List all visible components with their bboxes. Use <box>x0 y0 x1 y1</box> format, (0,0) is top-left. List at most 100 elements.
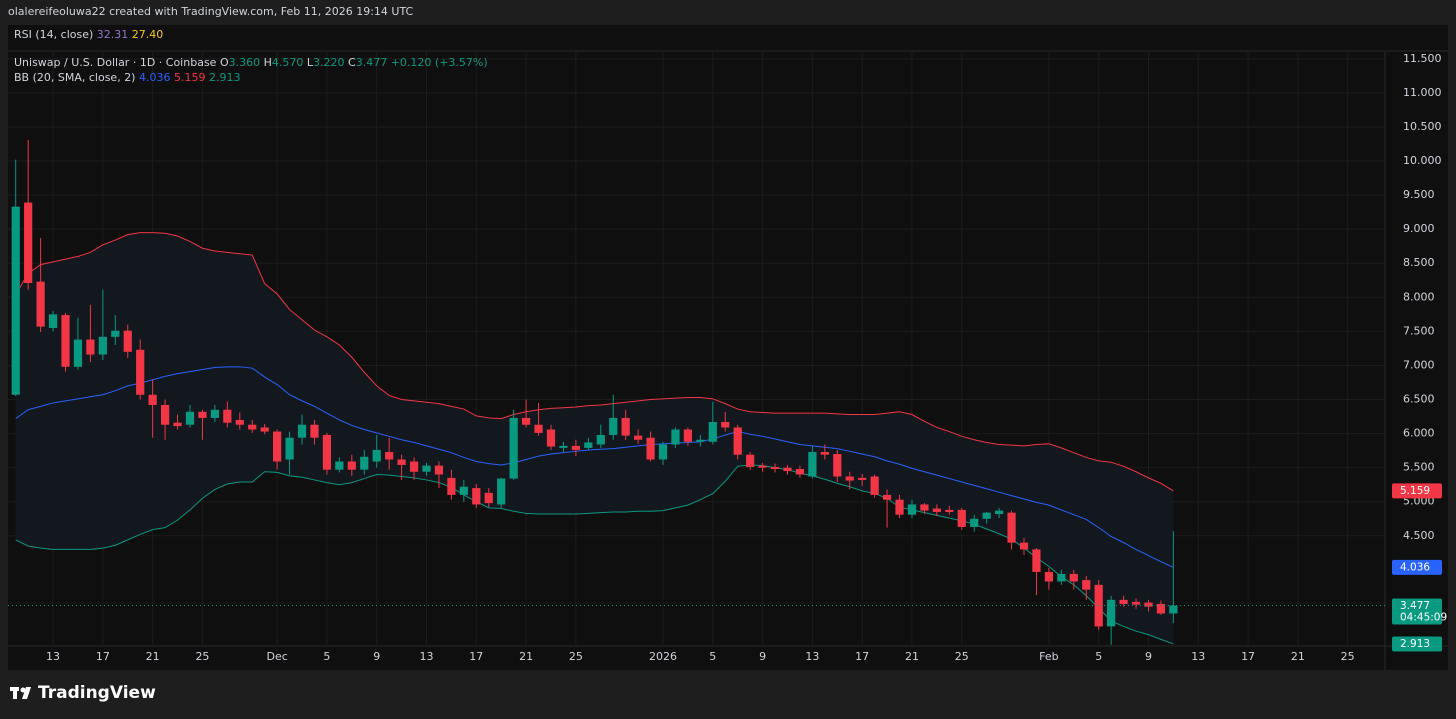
ohlc-value: 4.570 <box>272 56 304 69</box>
candle-body <box>223 409 232 423</box>
ohlc-label: O <box>220 56 229 69</box>
candle-body <box>484 492 493 504</box>
candle-body <box>584 442 593 448</box>
y-tick-label: 7.500 <box>1403 324 1435 337</box>
x-tick-label: Dec <box>266 650 287 663</box>
candle-body <box>658 444 668 460</box>
candle-body <box>982 512 991 519</box>
y-tick-label: 8.000 <box>1403 290 1435 303</box>
middle-band-box <box>1392 559 1442 575</box>
candle-body <box>1107 599 1116 627</box>
candle-body <box>123 330 132 352</box>
bb-label: BB (20, SMA, close, 2) <box>14 71 135 84</box>
y-tick-label: 10.500 <box>1403 120 1442 133</box>
candle-body <box>895 499 904 515</box>
x-tick-label: 13 <box>420 650 434 663</box>
countdown: 04:45:09 <box>1400 612 1447 624</box>
lower-band-label: 2.913 <box>1400 638 1430 650</box>
upper-band-label: 5.159 <box>1400 485 1430 497</box>
x-tick-label: 9 <box>759 650 766 663</box>
x-tick-label: 17 <box>96 650 110 663</box>
candle-body <box>596 434 605 445</box>
candle-body <box>235 419 244 425</box>
candle-body <box>273 431 282 462</box>
x-tick-label: 13 <box>1191 650 1205 663</box>
candle-body <box>422 465 431 472</box>
candle-body <box>546 429 556 447</box>
candle-body <box>870 476 879 495</box>
x-tick-label: 5 <box>323 650 330 663</box>
candle-body <box>472 488 481 505</box>
candle-body <box>385 451 394 460</box>
x-tick-label: 21 <box>146 650 160 663</box>
band-fill <box>15 232 1174 644</box>
candle-body <box>409 461 419 472</box>
bb-value: 2.913 <box>209 71 241 84</box>
rsi-legend: RSI (14, close) 32.31 27.40 <box>14 28 163 41</box>
x-tick-label: 9 <box>373 650 380 663</box>
logo-part <box>20 687 26 693</box>
y-tick-label: 8.500 <box>1403 256 1435 269</box>
y-tick-label: 5.500 <box>1403 461 1435 474</box>
upper-band-box <box>1392 483 1442 499</box>
y-tick-label: 4.500 <box>1403 529 1435 542</box>
x-tick-label: 25 <box>955 650 969 663</box>
x-tick-label: 25 <box>1341 650 1355 663</box>
x-tick-label: 17 <box>469 650 483 663</box>
candle-body <box>160 404 170 425</box>
candle-body <box>86 339 95 355</box>
candle-body <box>559 445 568 448</box>
candle-body <box>758 465 767 468</box>
y-tick-label: 11.000 <box>1403 86 1442 99</box>
candle-body <box>136 349 145 395</box>
y-tick-label: 9.500 <box>1403 188 1435 201</box>
ohlc-value: 3.220 <box>313 56 345 69</box>
candle-body <box>932 508 941 512</box>
candle-body <box>1156 603 1166 614</box>
last-price-box <box>1392 598 1442 625</box>
x-tick-label: 13 <box>46 650 60 663</box>
candle-body <box>360 456 369 470</box>
candle-body <box>73 339 83 367</box>
candle-body <box>733 427 742 455</box>
candle-body <box>920 504 929 511</box>
y-tick-label: 9.000 <box>1403 222 1435 235</box>
candle-body <box>795 469 805 475</box>
candle-body <box>1069 573 1078 582</box>
candle-body <box>210 409 219 418</box>
candle-body <box>198 411 207 418</box>
candle-body <box>621 417 630 436</box>
candle-body <box>111 330 120 337</box>
candle-body <box>447 477 456 495</box>
ohlc-label: L <box>307 56 314 69</box>
candle-body <box>24 202 33 283</box>
x-tick-label: 2026 <box>649 650 677 663</box>
candle-body <box>858 477 867 480</box>
rsi-value: 32.31 <box>97 28 129 41</box>
candle-body <box>11 206 20 395</box>
candle-body <box>634 435 643 440</box>
y-tick-label: 6.000 <box>1403 427 1435 440</box>
candle-body <box>945 509 954 512</box>
band-line <box>15 366 1174 568</box>
y-tick-label: 10.000 <box>1403 154 1442 167</box>
candle-body <box>509 417 518 479</box>
plot <box>8 52 1385 646</box>
candle-body <box>61 315 70 367</box>
candle-body <box>708 422 717 442</box>
candle-body <box>907 504 917 515</box>
middle-band-label: 4.036 <box>1400 561 1430 573</box>
symbol: Uniswap / U.S. Dollar · 1D · Coinbase <box>14 56 217 69</box>
candle-body <box>746 454 755 467</box>
last-price-label: 3.477 <box>1400 600 1430 612</box>
ohlc-label: H <box>264 56 272 69</box>
candle-body <box>248 424 257 430</box>
x-tick-label: Feb <box>1039 650 1058 663</box>
x-tick-label: 17 <box>1241 650 1255 663</box>
candle-body <box>397 459 406 465</box>
candle-body <box>995 510 1004 514</box>
candle-body <box>1082 580 1091 590</box>
ohlc-value: 3.360 <box>229 56 261 69</box>
candle-body <box>571 445 580 450</box>
